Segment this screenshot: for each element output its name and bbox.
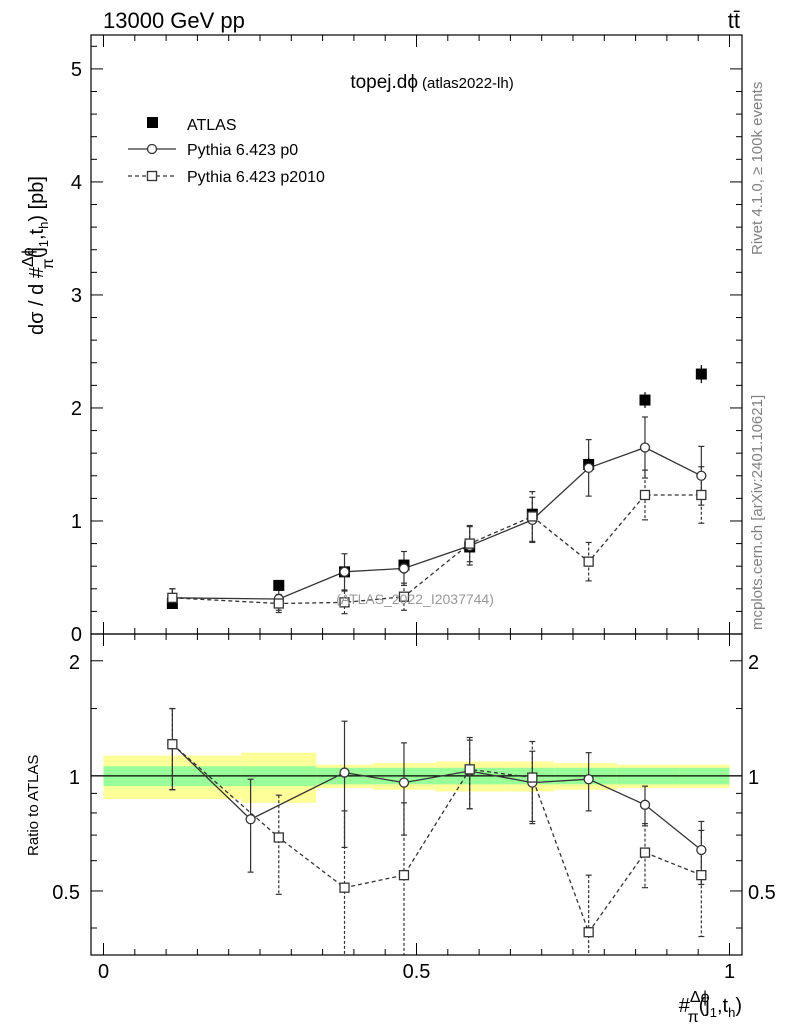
main-ytick-label: 5: [71, 59, 82, 81]
main-ytick-label: 4: [71, 172, 82, 194]
ratio-p0-point: [639, 799, 651, 810]
atlas-point: [273, 579, 285, 591]
p2010-point: [273, 598, 284, 609]
p0-point: [398, 563, 410, 574]
p0-point: [639, 442, 651, 453]
ratio-p2010-point: [398, 869, 410, 881]
ratio-p0-point: [583, 774, 594, 785]
legend-p2010-label: Pythia 6.423 p2010: [187, 169, 325, 186]
ratio-p2010-point: [696, 869, 707, 881]
main-title: topej.dϕ: [350, 72, 418, 93]
ratio-panel: 0.5 0.5 1 1 2 2 0 0.5 1 Ratio to ATLAS #Δϕ π(j1,t…: [25, 633, 776, 1024]
p0-point: [583, 462, 594, 474]
main-axes: 0 1 2 3 4 5: [71, 35, 742, 646]
ratio-p2010-point: [273, 832, 284, 843]
atlas-point: [639, 394, 651, 406]
ratio-p0-point: [339, 767, 350, 778]
main-ytick-label: 1: [71, 511, 82, 533]
ratio-xtick-label: 0.5: [403, 961, 431, 983]
ratio-p0-point: [245, 814, 256, 825]
ratio-p2010-point: [339, 882, 350, 893]
ratio-xlabel: #Δϕ π(j1,th): [679, 989, 742, 1024]
energy-label: 13000 GeV pp: [103, 8, 245, 33]
mcplots-label: mcplots.cern.ch [arXiv:2401.10621]: [749, 395, 766, 630]
ratio-ytick-label-right: 1: [748, 767, 759, 789]
ratio-ytick-label: 0.5: [52, 882, 80, 904]
rivet-label: Rivet 4.1.0, ≥ 100k events: [749, 82, 766, 255]
legend-p2010-marker: [146, 170, 158, 182]
ratio-ytick-label: 2: [69, 652, 80, 674]
p0-point: [696, 470, 707, 481]
ratio-marks: [91, 707, 742, 955]
main-ylabel: dσ / d #Δϕ π(j1,th) [pb]: [20, 176, 57, 335]
ratio-p2010-point: [639, 847, 651, 858]
p2010-point: [583, 556, 594, 567]
main-panel: 0 1 2 3 4 5 topej.dϕ (atlas2022-lh) (ATLAS_20…: [20, 34, 743, 646]
p2010-point: [527, 511, 538, 522]
legend-atlas-marker: [147, 117, 158, 128]
ratio-p2010-point: [527, 772, 538, 783]
p2010-point: [464, 538, 475, 549]
legend-p0-marker: [146, 143, 158, 155]
ratio-ylabel: Ratio to ATLAS: [25, 755, 42, 856]
main-marks: [166, 365, 707, 615]
ratio-p2010-point: [464, 764, 475, 775]
ratio-p0-point: [696, 844, 707, 856]
p2010-point: [167, 592, 178, 603]
p2010-line: [172, 494, 702, 605]
ratio-ytick-label: 1: [69, 767, 80, 789]
p2010-point: [398, 591, 410, 602]
ratio-xtick-label: 0: [98, 961, 109, 983]
main-ytick-label: 0: [71, 624, 82, 646]
main-ytick-label: 2: [71, 398, 82, 420]
p2010-point: [639, 489, 651, 501]
ratio-ytick-label-right: 0.5: [748, 882, 776, 904]
ratio-xtick-label: 1: [724, 961, 735, 983]
main-subtitle: (atlas2022-lh): [422, 75, 514, 92]
ratio-p2010-point: [167, 739, 178, 750]
atlas-point: [166, 597, 178, 609]
main-ytick-label: 3: [71, 285, 82, 307]
watermark: (ATLAS_2022_I2037744): [336, 591, 494, 607]
atlas-point: [695, 368, 707, 380]
ratio-axes: 0.5 0.5 1 1 2 2 0 0.5 1: [52, 634, 776, 983]
p0-point: [339, 566, 350, 577]
p2010-point: [339, 597, 350, 608]
process-label: tt̄: [728, 8, 740, 33]
ratio-p0-point: [398, 777, 410, 788]
legend-p0-label: Pythia 6.423 p0: [187, 142, 298, 159]
ratio-ytick-label-right: 2: [748, 652, 759, 674]
ratio-p2010-point: [583, 927, 594, 938]
legend: ATLAS Pythia 6.423 p0 Pythia 6.423 p2010: [128, 117, 325, 186]
p2010-point: [696, 489, 707, 501]
legend-atlas-label: ATLAS: [187, 117, 237, 134]
